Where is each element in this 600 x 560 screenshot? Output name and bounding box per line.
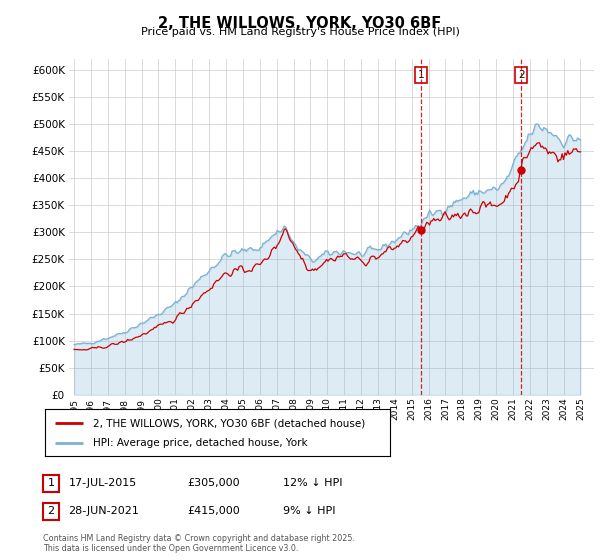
Text: 12% ↓ HPI: 12% ↓ HPI [283, 478, 343, 488]
Text: Price paid vs. HM Land Registry's House Price Index (HPI): Price paid vs. HM Land Registry's House … [140, 27, 460, 37]
Text: 2: 2 [518, 70, 524, 80]
Text: HPI: Average price, detached house, York: HPI: Average price, detached house, York [94, 438, 308, 448]
Text: 2, THE WILLOWS, YORK, YO30 6BF (detached house): 2, THE WILLOWS, YORK, YO30 6BF (detached… [94, 418, 365, 428]
Text: Contains HM Land Registry data © Crown copyright and database right 2025.
This d: Contains HM Land Registry data © Crown c… [43, 534, 355, 553]
Text: 17-JUL-2015: 17-JUL-2015 [68, 478, 137, 488]
Text: 28-JUN-2021: 28-JUN-2021 [68, 506, 139, 516]
Text: £415,000: £415,000 [187, 506, 240, 516]
Text: 1: 1 [47, 478, 55, 488]
Text: 2: 2 [47, 506, 55, 516]
Text: 9% ↓ HPI: 9% ↓ HPI [283, 506, 336, 516]
Text: 2, THE WILLOWS, YORK, YO30 6BF: 2, THE WILLOWS, YORK, YO30 6BF [158, 16, 442, 31]
Text: £305,000: £305,000 [187, 478, 240, 488]
Text: 1: 1 [418, 70, 424, 80]
